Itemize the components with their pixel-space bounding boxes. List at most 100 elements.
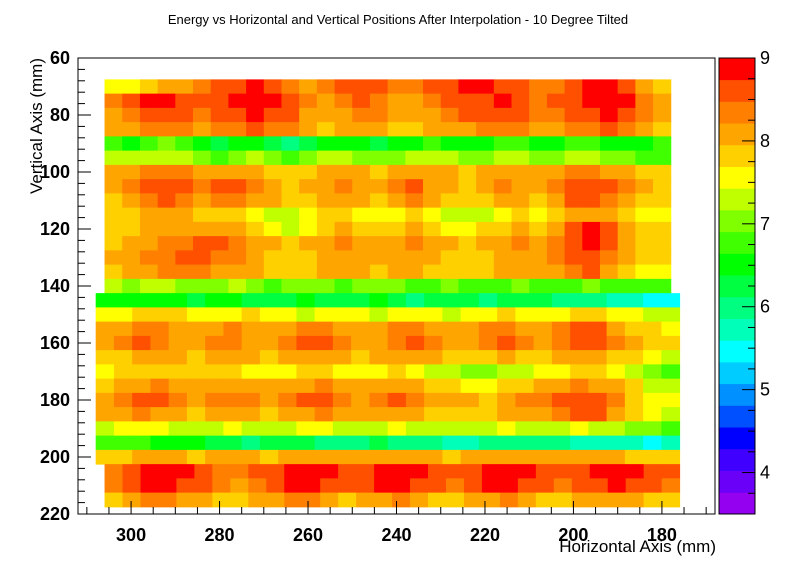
heatmap-cell bbox=[259, 293, 279, 308]
heatmap-cell bbox=[334, 150, 353, 166]
heatmap-cell bbox=[476, 278, 495, 294]
heatmap-cell bbox=[643, 350, 662, 365]
heatmap-cell bbox=[551, 392, 571, 408]
heatmap-cell bbox=[424, 378, 443, 394]
heatmap-cell bbox=[497, 378, 516, 394]
heatmap-cell bbox=[113, 364, 133, 380]
heatmap-cell bbox=[332, 307, 352, 323]
heatmap-cell bbox=[205, 335, 224, 351]
heatmap-cell bbox=[551, 421, 571, 437]
heatmap-cell bbox=[228, 236, 247, 251]
heatmap-cell bbox=[387, 107, 406, 123]
color-bar-swatch bbox=[719, 231, 755, 254]
heatmap-cell bbox=[635, 150, 654, 166]
heatmap-cell bbox=[606, 335, 626, 351]
heatmap-cell bbox=[299, 250, 318, 266]
heatmap-cell bbox=[458, 207, 477, 223]
heatmap-cell bbox=[442, 293, 462, 308]
heatmap-cell bbox=[302, 478, 321, 494]
heatmap-cell bbox=[205, 307, 224, 323]
heatmap-cell bbox=[497, 435, 516, 451]
heatmap-cell bbox=[316, 122, 336, 137]
heatmap-cell bbox=[661, 335, 681, 351]
heatmap-cell bbox=[588, 421, 608, 437]
heatmap-cell bbox=[571, 492, 591, 508]
heatmap-cell bbox=[533, 449, 553, 465]
heatmap-cell bbox=[599, 150, 619, 166]
heatmap-cell bbox=[228, 93, 247, 109]
chart-title: Energy vs Horizontal and Vertical Positi… bbox=[168, 12, 628, 27]
heatmap-cell bbox=[387, 221, 406, 237]
heatmap-cell bbox=[497, 421, 516, 437]
heatmap-cell bbox=[635, 278, 654, 294]
heatmap-cell bbox=[624, 421, 644, 437]
heatmap-cell bbox=[582, 207, 601, 223]
heatmap-cell bbox=[410, 464, 429, 479]
heatmap-cell bbox=[122, 179, 141, 194]
heatmap-cell bbox=[643, 435, 662, 451]
heatmap-cell bbox=[113, 307, 133, 323]
heatmap-cell bbox=[635, 250, 654, 266]
heatmap-cell bbox=[546, 193, 566, 209]
heatmap-cell bbox=[332, 407, 352, 422]
heatmap-cell bbox=[212, 464, 231, 479]
heatmap-cell bbox=[624, 335, 644, 351]
heatmap-cell bbox=[635, 122, 654, 137]
x-tick-label: 280 bbox=[205, 525, 235, 545]
heatmap-cell bbox=[493, 221, 513, 237]
heatmap-cell bbox=[157, 250, 176, 266]
heatmap-cell bbox=[588, 307, 608, 323]
color-bar-swatch bbox=[719, 275, 755, 298]
heatmap-cell bbox=[511, 207, 530, 223]
heatmap-cell bbox=[617, 107, 636, 123]
heatmap-cell bbox=[635, 79, 654, 95]
heatmap-cell bbox=[316, 221, 336, 237]
heatmap-cell bbox=[440, 136, 459, 152]
heatmap-cell bbox=[546, 136, 566, 152]
heatmap-cell bbox=[369, 335, 389, 351]
heatmap-cell bbox=[246, 221, 265, 237]
heatmap-cell bbox=[157, 236, 176, 251]
heatmap-cell bbox=[122, 221, 141, 237]
heatmap-cell bbox=[440, 278, 459, 294]
heatmap-cell bbox=[263, 278, 282, 294]
heatmap-cell bbox=[478, 364, 498, 380]
heatmap-cell bbox=[423, 236, 442, 251]
heatmap-cell bbox=[387, 179, 406, 194]
heatmap-cell bbox=[481, 464, 501, 479]
heatmap-cell bbox=[157, 207, 176, 223]
heatmap-cell bbox=[278, 321, 297, 337]
color-bar-swatch bbox=[719, 210, 755, 233]
heatmap-cell bbox=[314, 350, 334, 365]
heatmap-cell bbox=[369, 407, 389, 422]
heatmap-cell bbox=[168, 407, 188, 422]
heatmap-cell bbox=[122, 122, 141, 137]
heatmap-cell bbox=[617, 236, 636, 251]
heatmap-cell bbox=[653, 179, 672, 194]
heatmap-cell bbox=[517, 478, 537, 494]
heatmap-cell bbox=[205, 392, 224, 408]
color-bar-ticks: 4 5 6 7 8 9 bbox=[742, 48, 770, 515]
heatmap-cell bbox=[442, 307, 462, 323]
heatmap-cell bbox=[440, 93, 459, 109]
heatmap-cell bbox=[210, 236, 229, 251]
heatmap-cell bbox=[332, 293, 352, 308]
heatmap-cell bbox=[263, 122, 282, 137]
heatmap-cell bbox=[281, 193, 300, 209]
heatmap-cell bbox=[458, 250, 477, 266]
heatmap-cell bbox=[423, 250, 442, 266]
heatmap-cell bbox=[139, 264, 159, 280]
heatmap-cell bbox=[387, 193, 406, 209]
heatmap-cell bbox=[351, 321, 370, 337]
color-bar-swatch bbox=[719, 188, 755, 211]
heatmap-cell bbox=[440, 250, 459, 266]
heatmap-cell bbox=[351, 449, 370, 465]
heatmap-cell bbox=[624, 378, 644, 394]
heatmap-cell bbox=[517, 464, 537, 479]
heatmap-cell bbox=[458, 107, 477, 123]
heatmap-cell bbox=[387, 321, 407, 337]
heatmap-cell bbox=[223, 335, 243, 351]
heatmap-cell bbox=[278, 350, 297, 365]
heatmap-cell bbox=[387, 164, 406, 180]
heatmap-cell bbox=[176, 492, 195, 508]
